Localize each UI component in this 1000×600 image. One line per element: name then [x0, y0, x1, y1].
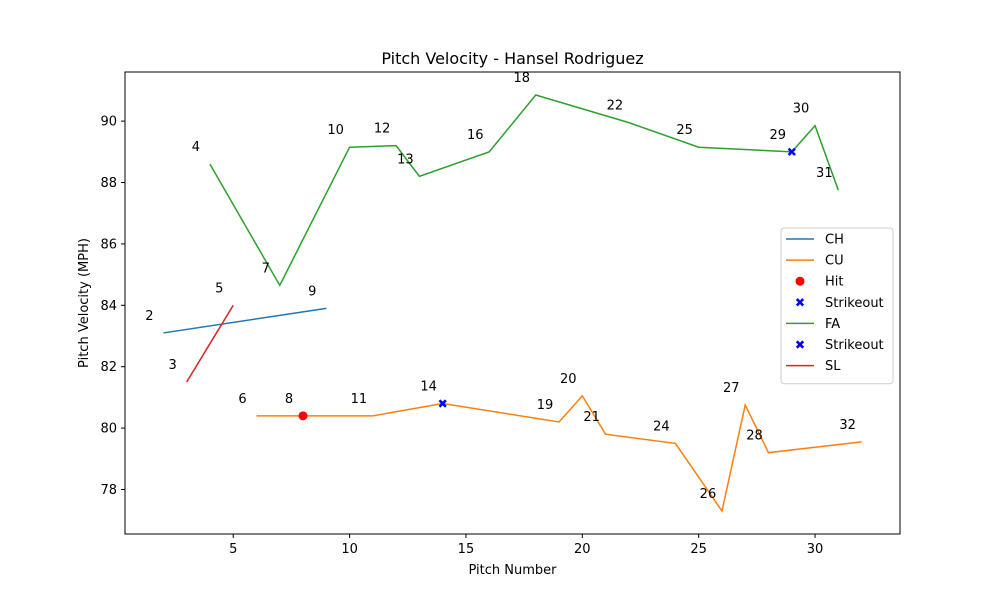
y-tick-label: 86: [100, 237, 117, 252]
chart-title: Pitch Velocity - Hansel Rodriguez: [381, 49, 643, 68]
legend-label: SL: [825, 359, 841, 374]
legend-label: Strikeout: [825, 338, 884, 353]
y-tick-label: 88: [100, 176, 117, 191]
legend: CH CU Hit Strikeout FA Strikeout SL: [781, 228, 893, 384]
legend-label: Hit: [825, 275, 843, 290]
point-label: 14: [420, 380, 437, 395]
series-line-sl: [187, 305, 234, 382]
point-label: 26: [700, 487, 717, 502]
point-label: 28: [746, 429, 763, 444]
point-label: 13: [397, 152, 414, 167]
point-label: 21: [583, 410, 600, 425]
x-tick-label: 30: [807, 542, 824, 557]
y-tick-label: 78: [100, 483, 117, 498]
legend-label: Strikeout: [825, 296, 884, 311]
x-axis: 5 10 15 20 25 30: [229, 534, 823, 557]
legend-label: CH: [825, 233, 844, 248]
point-label: 24: [653, 419, 670, 434]
x-tick-label: 10: [341, 542, 358, 557]
legend-label: FA: [825, 317, 840, 332]
point-label: 31: [816, 166, 833, 181]
legend-label: CU: [825, 254, 844, 269]
point-label: 2: [145, 309, 153, 324]
y-tick-label: 90: [100, 115, 117, 130]
x-tick-label: 5: [229, 542, 237, 557]
point-label: 20: [560, 372, 577, 387]
point-label: 8: [285, 392, 293, 407]
y-tick-label: 80: [100, 422, 117, 437]
point-label: 32: [839, 418, 856, 433]
point-label: 4: [192, 140, 200, 155]
point-label: 29: [770, 128, 787, 143]
y-tick-label: 84: [100, 299, 117, 314]
point-label: 27: [723, 381, 740, 396]
series-line-fa: [210, 95, 838, 285]
point-label: 6: [238, 392, 246, 407]
x-tick-label: 15: [458, 542, 475, 557]
point-label: 25: [676, 123, 693, 138]
point-label: 3: [169, 358, 177, 373]
y-axis-label: Pitch Velocity (MPH): [77, 238, 92, 368]
point-label: 30: [793, 102, 810, 117]
point-label: 10: [327, 123, 344, 138]
x-tick-label: 20: [574, 542, 591, 557]
point-label: 18: [513, 71, 530, 86]
point-label: 9: [308, 284, 316, 299]
x-axis-label: Pitch Number: [468, 563, 557, 578]
point-label: 16: [467, 128, 484, 143]
y-axis: 78 80 82 84 86 88 90: [100, 115, 125, 498]
point-label: 11: [351, 392, 368, 407]
point-label: 19: [537, 398, 554, 413]
series-line-ch: [163, 308, 326, 333]
point-label: 22: [607, 99, 624, 114]
hit-marker: [299, 411, 308, 420]
y-tick-label: 82: [100, 360, 117, 375]
x-tick-label: 25: [690, 542, 707, 557]
legend-circle-swatch: [796, 277, 805, 286]
series-line-cu: [256, 396, 861, 511]
point-label: 7: [262, 261, 270, 276]
point-label: 5: [215, 281, 223, 296]
point-label: 12: [374, 122, 391, 137]
